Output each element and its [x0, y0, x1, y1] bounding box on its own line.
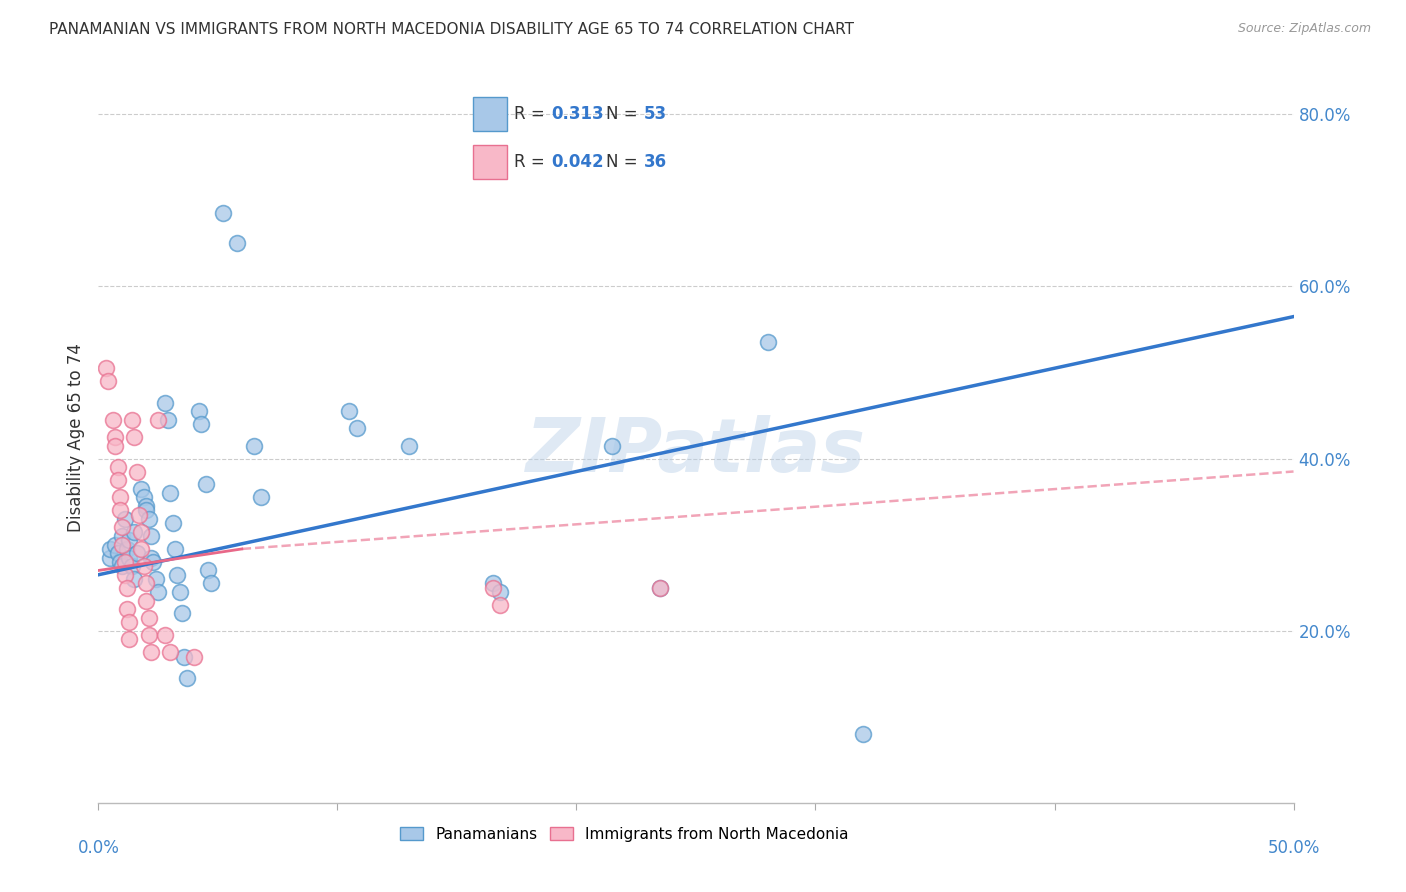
Point [339, 404, 361, 418]
Point [162, 516, 184, 530]
Point [128, 508, 150, 522]
Point [648, 581, 672, 595]
Point [118, 550, 141, 565]
Point [481, 576, 505, 591]
Point [138, 611, 160, 625]
Point [111, 559, 134, 574]
Point [98, 541, 122, 556]
Point [114, 512, 136, 526]
Point [183, 649, 205, 664]
Point [114, 567, 136, 582]
Point [138, 628, 160, 642]
Point [148, 413, 170, 427]
Point [190, 417, 212, 432]
Y-axis label: Disability Age 65 to 74: Disability Age 65 to 74 [66, 343, 84, 532]
Point [115, 581, 138, 595]
Point [118, 533, 141, 548]
Point [243, 439, 266, 453]
Point [104, 538, 127, 552]
Point [481, 581, 505, 595]
Point [489, 585, 512, 599]
Point [111, 538, 134, 552]
Point [135, 576, 157, 591]
Point [648, 581, 672, 595]
Point [166, 567, 188, 582]
Point [187, 404, 209, 418]
Point [121, 559, 143, 574]
Text: PANAMANIAN VS IMMIGRANTS FROM NORTH MACEDONIA DISABILITY AGE 65 TO 74 CORRELATIO: PANAMANIAN VS IMMIGRANTS FROM NORTH MACE… [49, 22, 855, 37]
Point [135, 503, 157, 517]
Point [124, 572, 146, 586]
Point [118, 632, 141, 647]
Point [172, 607, 194, 621]
Point [139, 550, 162, 565]
Point [155, 628, 177, 642]
Point [131, 482, 153, 496]
Point [159, 645, 181, 659]
Point [156, 413, 179, 427]
Point [111, 520, 134, 534]
Point [107, 546, 129, 560]
Point [200, 576, 222, 591]
Point [121, 413, 143, 427]
Point [132, 491, 155, 505]
Point [104, 439, 127, 453]
Point [173, 649, 195, 664]
Point [176, 671, 198, 685]
Point [124, 524, 146, 539]
Point [163, 541, 186, 556]
Point [115, 602, 138, 616]
Point [211, 206, 233, 220]
Point [124, 430, 146, 444]
Text: ZIPatlas: ZIPatlas [526, 415, 866, 488]
Point [756, 335, 779, 350]
Point [94, 361, 117, 376]
Legend: Panamanians, Immigrants from North Macedonia: Panamanians, Immigrants from North Maced… [394, 821, 855, 847]
Point [108, 491, 131, 505]
Point [169, 585, 191, 599]
Point [250, 491, 273, 505]
Point [131, 524, 153, 539]
Point [125, 546, 148, 560]
Point [98, 550, 122, 565]
Point [398, 439, 420, 453]
Point [142, 555, 165, 569]
Point [101, 413, 124, 427]
Point [148, 585, 170, 599]
Point [108, 555, 131, 569]
Point [108, 503, 131, 517]
Point [107, 473, 129, 487]
Point [135, 593, 157, 607]
Text: 50.0%: 50.0% [1267, 839, 1320, 857]
Point [155, 395, 177, 409]
Point [135, 499, 157, 513]
Point [139, 529, 162, 543]
Point [602, 439, 624, 453]
Point [138, 512, 160, 526]
Point [114, 555, 136, 569]
Point [132, 559, 155, 574]
Point [125, 465, 148, 479]
Point [111, 529, 134, 543]
Point [195, 477, 218, 491]
Point [107, 460, 129, 475]
Point [346, 421, 368, 435]
Point [104, 430, 127, 444]
Point [131, 541, 153, 556]
Text: Source: ZipAtlas.com: Source: ZipAtlas.com [1237, 22, 1371, 36]
Point [118, 615, 141, 629]
Point [489, 598, 512, 612]
Point [115, 541, 138, 556]
Point [197, 564, 219, 578]
Point [852, 727, 875, 741]
Point [226, 236, 249, 251]
Point [145, 572, 167, 586]
Text: 0.0%: 0.0% [77, 839, 120, 857]
Point [139, 645, 162, 659]
Point [159, 486, 181, 500]
Point [97, 374, 120, 388]
